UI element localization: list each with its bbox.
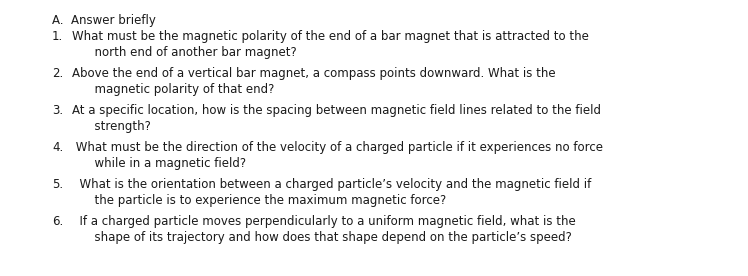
- Text: 3.: 3.: [52, 104, 63, 117]
- Text: 6.: 6.: [52, 215, 64, 228]
- Text: 4.: 4.: [52, 141, 64, 154]
- Text: 5.: 5.: [52, 178, 63, 191]
- Text: What must be the magnetic polarity of the end of a bar magnet that is attracted : What must be the magnetic polarity of th…: [72, 30, 589, 59]
- Text: If a charged particle moves perpendicularly to a uniform magnetic field, what is: If a charged particle moves perpendicula…: [72, 215, 576, 244]
- Text: Above the end of a vertical bar magnet, a compass points downward. What is the
 : Above the end of a vertical bar magnet, …: [72, 67, 556, 96]
- Text: A.  Answer briefly: A. Answer briefly: [52, 14, 156, 27]
- Text: 2.: 2.: [52, 67, 64, 80]
- Text: What must be the direction of the velocity of a charged particle if it experienc: What must be the direction of the veloci…: [72, 141, 603, 170]
- Text: 1.: 1.: [52, 30, 64, 43]
- Text: At a specific location, how is the spacing between magnetic field lines related : At a specific location, how is the spaci…: [72, 104, 601, 133]
- Text: What is the orientation between a charged particle’s velocity and the magnetic f: What is the orientation between a charge…: [72, 178, 591, 207]
